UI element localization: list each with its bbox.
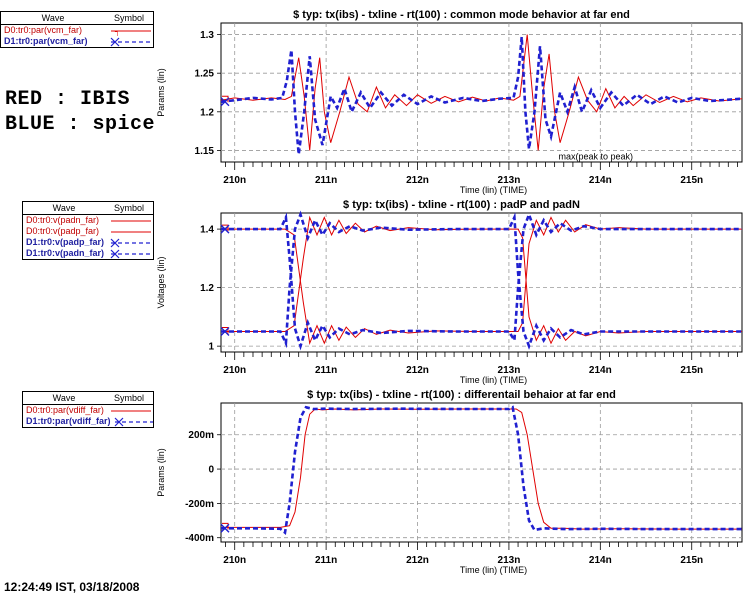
legend-item-label: D1:tr0:par(vdiff_far) <box>26 416 111 426</box>
x-tick-label: 212n <box>406 555 429 566</box>
x-tick-label: 212n <box>406 365 429 376</box>
x-tick-label: 214n <box>589 365 612 376</box>
series-line <box>221 405 742 536</box>
series-marker <box>220 224 230 234</box>
legend-item-label: D0:tr0:v(padn_far) <box>26 215 100 225</box>
legend-item-spice[interactable]: D1:tr0:par(vcm_far) <box>1 36 153 47</box>
note-blue-spice: BLUE : spice <box>5 113 156 136</box>
legend-solid-line-icon <box>111 410 151 412</box>
x-axis-label: Time (lin) (TIME) <box>460 375 527 385</box>
legend-item-label: D0:tr0:par(vdiff_far) <box>26 405 104 415</box>
legend-header: Wave Symbol <box>1 12 153 25</box>
y-tick-label: 1.2 <box>200 107 214 118</box>
x-tick-label: 214n <box>589 175 612 186</box>
timestamp: 12:24:49 IST, 03/18/2008 <box>4 580 140 594</box>
legend-solid-line-icon <box>111 220 151 222</box>
series-marker <box>220 523 230 533</box>
y-tick-label: 1.2 <box>200 283 214 294</box>
x-tick-label: 213n <box>498 365 521 376</box>
y-tick-label: -200m <box>185 499 214 510</box>
x-axis-label: Time (lin) (TIME) <box>460 565 527 575</box>
series-marker <box>220 327 230 337</box>
legend-header: Wave Symbol <box>23 392 153 405</box>
x-tick-label: 210n <box>223 555 246 566</box>
series-line <box>220 36 743 155</box>
legend-item-padp-ibis[interactable]: D0:tr0:v(padp_far) <box>23 226 153 237</box>
y-tick-label: 1.4 <box>200 225 214 236</box>
x-tick-label: 213n <box>498 175 521 186</box>
legend-solid-line-icon: ┐ <box>111 29 151 36</box>
x-tick-label: 215n <box>680 555 703 566</box>
x-tick-label: 215n <box>680 365 703 376</box>
legend-item-label: D1:tr0:v(padn_far) <box>26 248 105 258</box>
series-line <box>221 210 742 351</box>
chart-annotation: max(peak to peak) <box>558 152 633 162</box>
legend-header-symbol: Symbol <box>113 393 144 403</box>
legend-dashed-line-x-icon <box>110 249 151 259</box>
legend-common-mode: Wave Symbol D0:tr0:par(vcm_far) ┐ D1:tr0… <box>0 11 154 48</box>
legend-item-label: D0:tr0:v(padp_far) <box>26 226 100 236</box>
x-tick-label: 215n <box>680 175 703 186</box>
x-tick-label: 213n <box>498 555 521 566</box>
x-tick-label: 212n <box>406 175 429 186</box>
y-tick-label: 1 <box>208 342 214 353</box>
y-tick-label: 200m <box>188 430 214 441</box>
series-marker <box>222 327 229 334</box>
svg-text:┐: ┐ <box>114 29 120 36</box>
legend-header-wave: Wave <box>41 13 65 23</box>
x-tick-label: 214n <box>589 555 612 566</box>
x-tick-label: 210n <box>223 365 246 376</box>
legend-pads: Wave Symbol D0:tr0:v(padn_far) D0:tr0:v(… <box>22 201 154 260</box>
legend-dashed-line-x-icon <box>110 238 151 248</box>
legend-item-padp-spice[interactable]: D1:tr0:v(padp_far) <box>23 237 153 248</box>
legend-item-ibis[interactable]: D0:tr0:par(vcm_far) ┐ <box>1 25 153 36</box>
legend-header: Wave Symbol <box>23 202 153 215</box>
legend-item-padn-ibis[interactable]: D0:tr0:v(padn_far) <box>23 215 153 226</box>
legend-item-label: D1:tr0:v(padp_far) <box>26 237 105 247</box>
legend-solid-line-icon <box>111 231 151 233</box>
legend-differential: Wave Symbol D0:tr0:par(vdiff_far) D1:tr0… <box>22 391 154 428</box>
legend-header-symbol: Symbol <box>113 13 144 23</box>
series-marker <box>220 97 230 107</box>
legend-item-vdiff-spice[interactable]: D1:tr0:par(vdiff_far) <box>23 416 153 427</box>
y-axis-label: Params (lin) <box>156 448 166 497</box>
legend-item-padn-spice[interactable]: D1:tr0:v(padn_far) <box>23 248 153 259</box>
y-tick-label: 0 <box>208 465 214 476</box>
x-tick-label: 211n <box>315 175 337 186</box>
legend-item-label: D1:tr0:par(vcm_far) <box>4 36 88 46</box>
x-tick-label: 211n <box>315 365 337 376</box>
chart-title: $ typ: tx(ibs) - txline - rt(100) : diff… <box>307 389 616 401</box>
y-tick-label: 1.25 <box>195 69 215 80</box>
y-tick-label: -400m <box>185 533 214 544</box>
series-marker <box>222 224 229 232</box>
series-marker <box>222 95 229 103</box>
y-axis-label: Params (lin) <box>156 68 166 117</box>
y-axis-label: Voltages (lin) <box>156 256 166 308</box>
legend-header-wave: Wave <box>52 393 76 403</box>
x-tick-label: 210n <box>223 175 246 186</box>
legend-item-vdiff-ibis[interactable]: D0:tr0:par(vdiff_far) <box>23 405 153 416</box>
legend-dashed-line-x-icon <box>110 37 151 47</box>
chart-title: $ typ: tx(ibs) - txline - rt(100) : comm… <box>293 9 630 21</box>
legend-header-wave: Wave <box>52 203 76 213</box>
y-tick-label: 1.3 <box>200 30 214 41</box>
legend-item-label: D0:tr0:par(vcm_far) <box>4 25 83 35</box>
legend-header-symbol: Symbol <box>113 203 144 213</box>
x-tick-label: 211n <box>315 555 337 566</box>
chart-title: $ typ: tx(ibs) - txline - rt(100) : padP… <box>343 199 580 211</box>
series-marker <box>222 522 229 530</box>
plot-frame <box>220 402 743 543</box>
legend-dashed-line-x-icon <box>114 417 153 427</box>
x-axis-label: Time (lin) (TIME) <box>460 185 527 195</box>
y-tick-label: 1.15 <box>195 146 215 157</box>
note-red-ibis: RED : IBIS <box>5 88 131 111</box>
